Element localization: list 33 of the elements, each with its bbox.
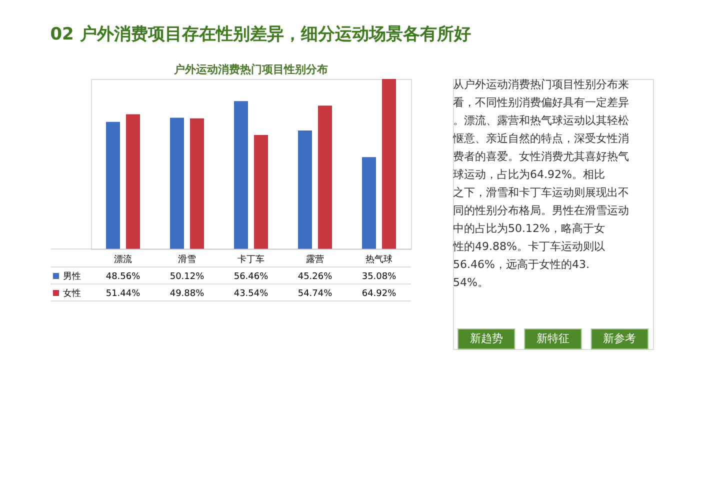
x-tick-label: 卡丁车 <box>238 254 264 265</box>
x-tick-label: 滑雪 <box>178 254 196 265</box>
bar <box>298 130 312 249</box>
bar <box>254 134 268 249</box>
text: 新趋势 <box>470 332 503 345</box>
data-label: 50.12% <box>170 272 205 282</box>
x-tick-label: 热气球 <box>366 254 392 265</box>
text: 新参考 <box>603 332 636 345</box>
chart-title: 02 户外消费项目存在性别差异，细分运动场景各有所好 <box>50 24 471 44</box>
data-label: 51.44% <box>106 289 141 299</box>
bar <box>362 157 376 249</box>
bar <box>234 101 248 249</box>
data-label: 64.92% <box>362 289 397 299</box>
data-label: 49.88% <box>170 289 205 299</box>
data-label: 45.26% <box>298 272 333 282</box>
data-label: 56.46% <box>234 272 269 282</box>
bar <box>170 118 184 249</box>
data-label: 35.08% <box>362 272 397 282</box>
bar <box>190 118 204 249</box>
bar <box>382 79 396 249</box>
x-tick-label: 漂流 <box>114 254 132 265</box>
chart-subtitle: 户外运动消费热门项目性别分布 <box>173 63 328 76</box>
bar <box>318 106 332 249</box>
legend-label: 女性 <box>63 288 81 299</box>
data-label: 54.74% <box>298 289 333 299</box>
text: 新特征 <box>536 332 570 345</box>
x-tick-label: 露营 <box>306 254 324 265</box>
bar <box>106 122 120 249</box>
data-label: 43.54% <box>234 289 269 299</box>
bar <box>126 114 140 249</box>
data-label: 48.56% <box>106 272 141 282</box>
legend-label: 男性 <box>63 271 81 282</box>
text: 从户外运动消费热门项目性别分布来看，不同性别消费偏好具有一定差异。漂流、露营和热气球运动以其轻松惬意、亲近自然的特点，深受女性消费者的喜爱。女性消费尤其喜好热气球运动，占比为64.92%。相比之下，滑雪和卡丁车运动则展现出不同的性别分布格局。男性在滑雪运动中的占比为50.12%，略高于女性的49.88%。卡丁车运动则以56.46%，远高于女性的43.54%。 <box>453 78 629 289</box>
